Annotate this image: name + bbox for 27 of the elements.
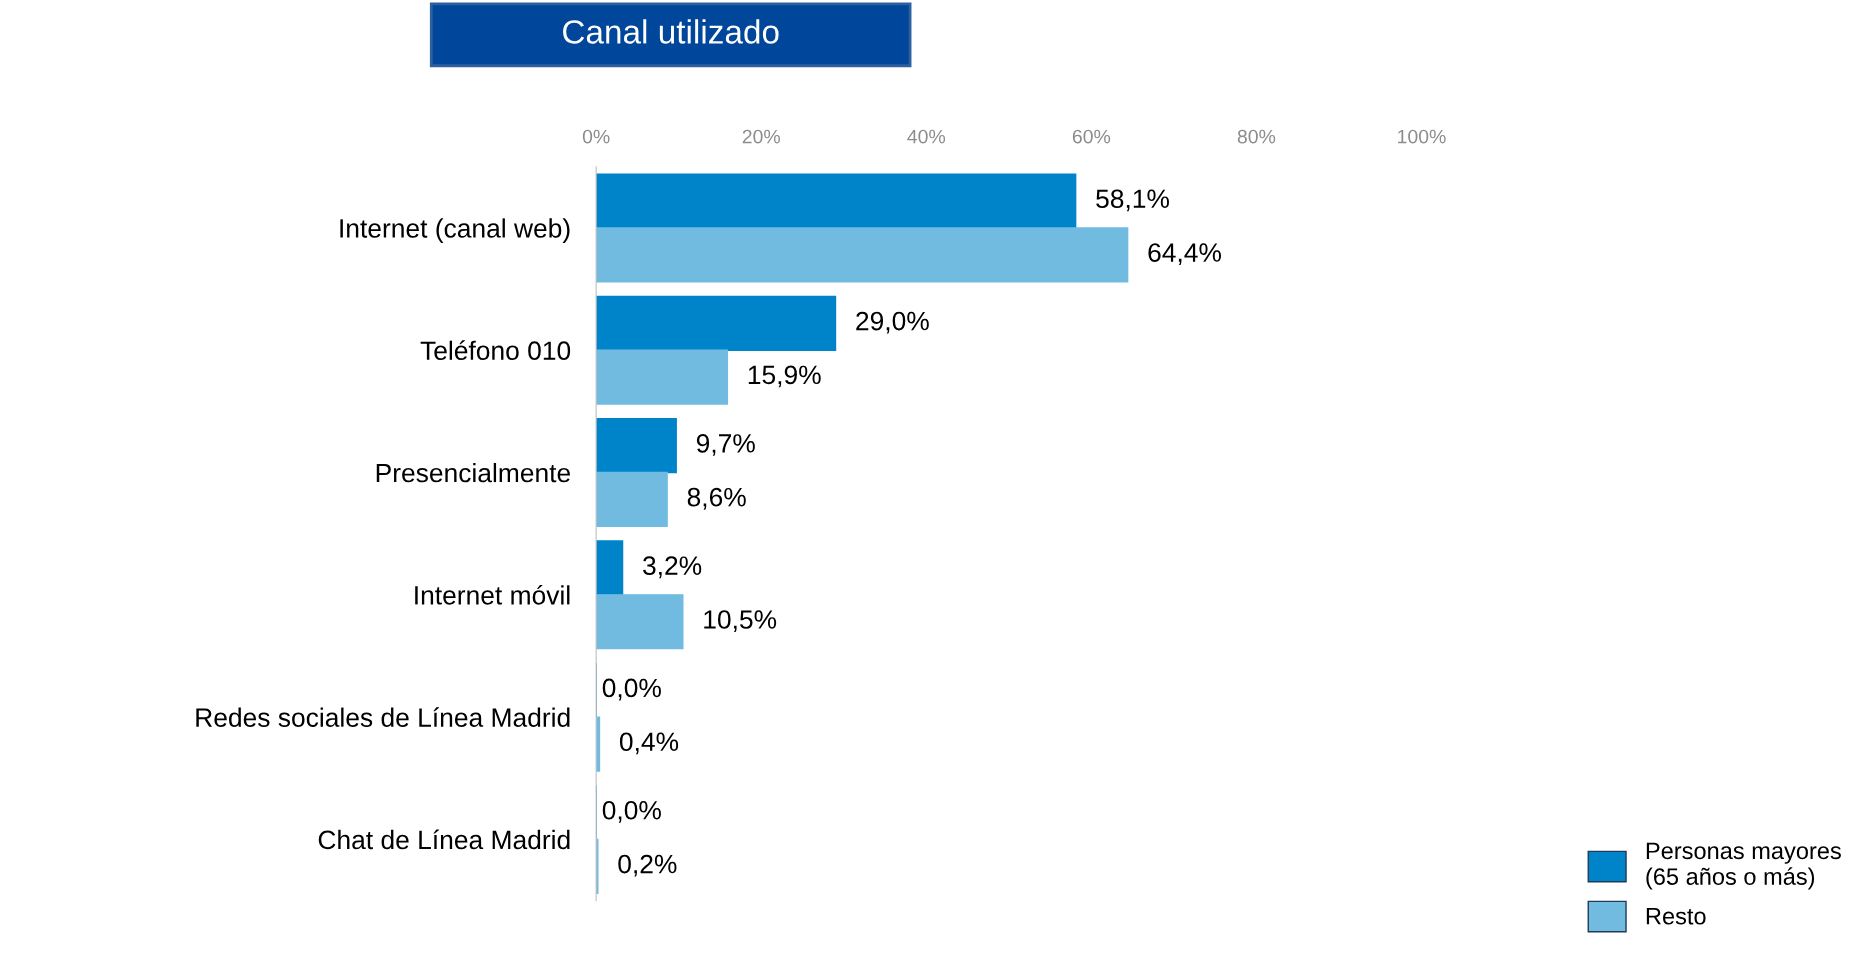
- x-tick-label: 80%: [1237, 129, 1276, 144]
- x-tick-label: 60%: [1072, 129, 1111, 144]
- data-label: 0,4%: [619, 732, 679, 755]
- data-label: 64,4%: [1148, 243, 1221, 266]
- y-tick-label: Redes sociales de Línea Madrid: [196, 707, 570, 727]
- y-tick-label: Presencialmente: [376, 462, 570, 483]
- x-tick-label: 100%: [1398, 129, 1446, 144]
- data-label: 8,6%: [687, 487, 746, 510]
- data-label: 10,5%: [704, 610, 777, 632]
- data-label: 29,0%: [856, 311, 929, 334]
- data-label: 0,0%: [602, 800, 661, 823]
- y-tick-label: Internet móvil: [415, 584, 570, 605]
- data-label: 0,0%: [602, 678, 661, 701]
- data-label: 58,1%: [1096, 189, 1169, 212]
- data-label: 0,2%: [618, 854, 677, 877]
- x-tick-label: 0%: [582, 129, 610, 144]
- chart-title: Canal utilizado: [563, 19, 779, 44]
- data-label: 9,7%: [696, 434, 755, 456]
- legend-label: Resto: [1646, 908, 1706, 925]
- x-tick-label: 20%: [742, 129, 780, 144]
- y-tick-label: Internet (canal web): [340, 218, 570, 243]
- legend-label: Personas mayores (65 años o más): [1646, 842, 1841, 890]
- y-tick-label: Chat de Línea Madrid: [318, 829, 570, 850]
- y-tick-label: Teléfono 010: [420, 340, 571, 361]
- data-label: 3,2%: [643, 556, 702, 579]
- x-tick-label: 40%: [907, 129, 946, 144]
- data-label: 15,9%: [748, 365, 821, 388]
